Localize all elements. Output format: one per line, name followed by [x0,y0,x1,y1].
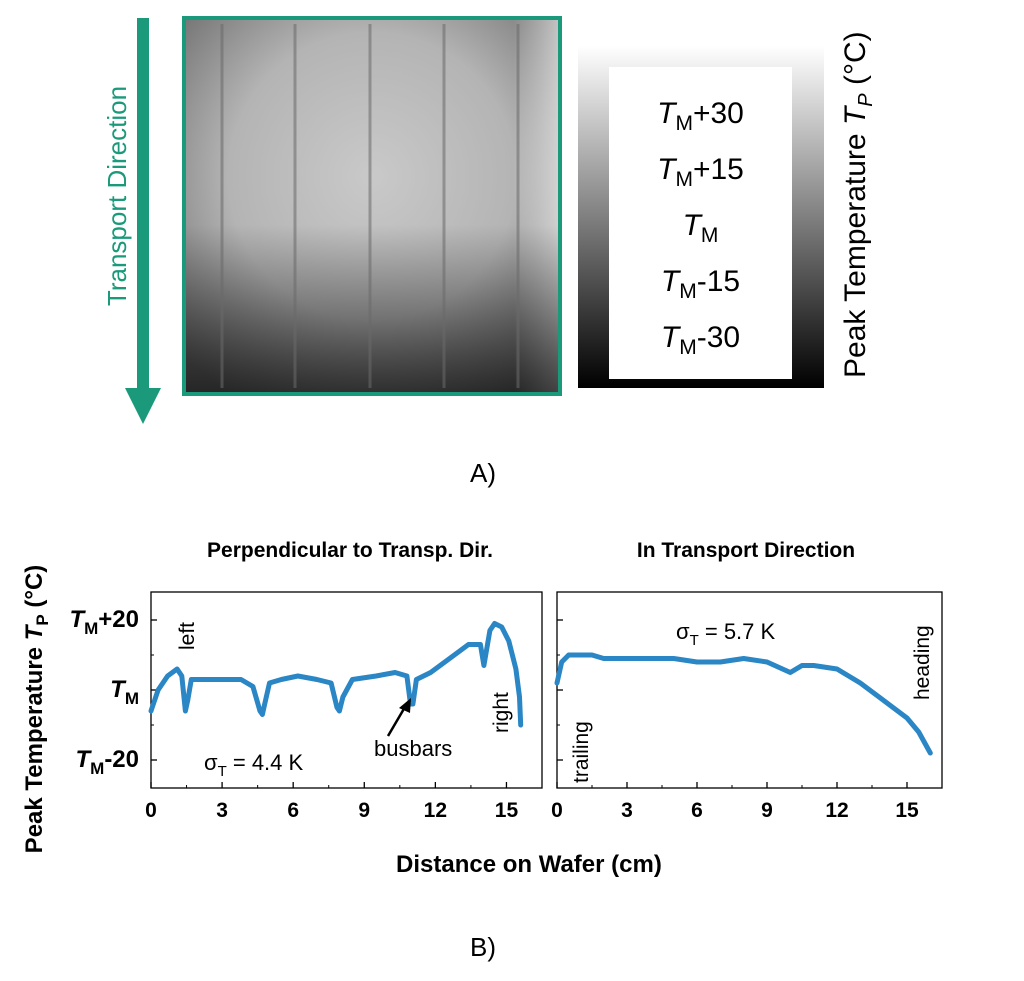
annotation-right: right [490,692,513,733]
x-tick-label: 15 [495,799,519,822]
x-tick-label: 9 [358,799,370,822]
annotation-sigma-2: σT = 5.7 K [676,619,776,649]
colorbar-labels: TM+30 TM+15 TM TM-15 TM-30 [609,92,792,372]
colorbar-label: TM [682,209,719,247]
caption-b: B) [470,932,496,962]
busbar-arrow-head [399,698,411,713]
wafer-frame [182,16,562,396]
x-tick-label: 15 [895,799,919,822]
x-tick-label: 9 [761,799,773,822]
x-tick-label: 6 [691,799,703,822]
colorbar-label: TM+30 [657,97,744,135]
colorbar-label: TM+15 [657,153,744,191]
x-tick-label: 3 [621,799,633,822]
colorbar-label: TM-30 [660,321,741,359]
chart-title: Perpendicular to Transp. Dir. [207,539,493,562]
annotation-left: left [176,622,199,650]
x-tick-label: 6 [287,799,299,822]
caption-a: A) [470,458,496,488]
wafer-thermogram [182,16,562,396]
annotation-heading: heading [911,625,934,700]
chart-title: In Transport Direction [637,539,855,562]
x-tick-label: 0 [551,799,563,822]
y-tick-label: TM [110,676,139,708]
series-line [554,652,933,756]
series-line [148,621,524,728]
transport-arrow [125,18,161,424]
x-tick-label: 3 [216,799,228,822]
annotation-busbars: busbars [374,736,452,761]
y-tick-label: TM+20 [69,606,139,638]
colorbar-label: TM-15 [660,265,741,303]
x-tick-label: 0 [145,799,157,822]
panel-b-xlabel: Distance on Wafer (cm) [396,851,662,878]
annotation-sigma-1: σT = 4.4 K [204,750,304,780]
y-tick-label: TM-20 [75,746,139,778]
busbar-arrow-line [386,706,407,737]
x-tick-label: 12 [825,799,848,822]
colorbar [578,46,824,388]
annotation-trailing: trailing [570,721,593,783]
x-tick-label: 12 [424,799,447,822]
